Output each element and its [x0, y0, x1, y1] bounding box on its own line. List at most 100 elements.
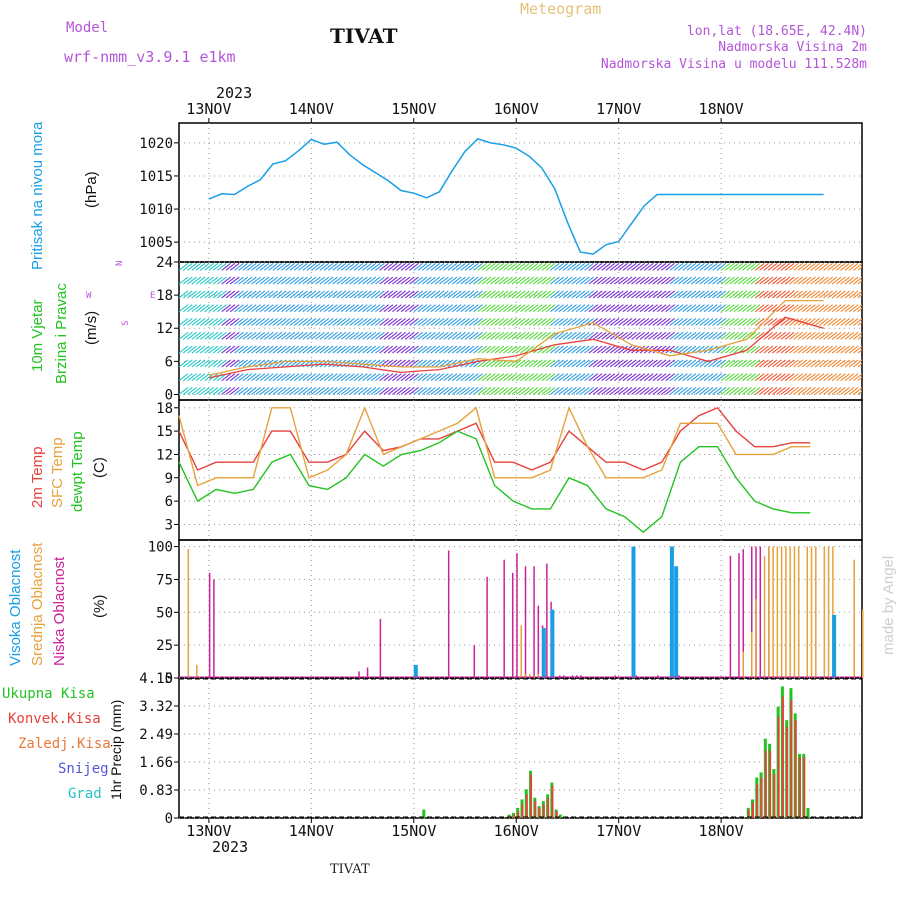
wind-barb — [200, 387, 210, 395]
wind-barb — [844, 304, 855, 313]
wind-barb — [357, 387, 368, 395]
wind-barb — [733, 359, 744, 368]
precip-bar-conv — [773, 774, 776, 818]
wind-barb — [191, 304, 202, 313]
wind-barb — [784, 262, 795, 271]
wind-barb — [379, 318, 389, 326]
wind-barb — [575, 262, 586, 271]
cloud-bar-mid — [537, 674, 540, 678]
wind-barb — [720, 345, 731, 354]
wind-barb — [801, 318, 812, 326]
wind-barb — [857, 362, 862, 368]
wind-barb — [793, 276, 804, 285]
cloud-bar-low — [533, 566, 535, 678]
wind-barb — [204, 345, 214, 354]
wind-barb — [831, 262, 842, 271]
wind-barb — [460, 276, 471, 285]
wind-barb — [379, 276, 389, 285]
wind-barb — [545, 262, 556, 271]
wind-barb — [686, 304, 697, 313]
wind-barb — [614, 373, 624, 382]
precip-bar-conv — [781, 696, 784, 818]
wind-barb — [195, 345, 206, 354]
wind-barb — [460, 262, 471, 271]
wind-barb — [319, 304, 330, 313]
wind-barb — [541, 262, 552, 271]
wind-barb — [460, 331, 471, 340]
wind-barb — [648, 318, 658, 326]
wind-barb — [426, 304, 436, 313]
wind-barb — [754, 331, 765, 340]
wind-barb — [665, 276, 675, 285]
wind-barb — [673, 262, 684, 271]
wind-barb — [550, 262, 560, 271]
wind-barb — [737, 262, 748, 271]
wind-barb — [639, 304, 650, 313]
wind-barb — [742, 387, 752, 395]
wind-barb — [353, 290, 364, 299]
wind-barb — [276, 331, 287, 340]
wind-barb — [763, 318, 774, 326]
wind-barb — [831, 345, 842, 354]
x-tick-label-bottom: 17NOV — [596, 822, 641, 840]
cloud-bar-high — [669, 546, 674, 678]
wind-barb — [836, 318, 846, 326]
y-tick-label: 1.66 — [139, 755, 173, 771]
wind-barb — [656, 262, 667, 271]
wind-barb — [665, 345, 675, 354]
wind-barb — [827, 373, 838, 382]
wind-barb — [550, 359, 560, 368]
wind-barb — [443, 373, 454, 382]
wind-barb — [400, 331, 411, 340]
wind-barb — [776, 373, 786, 382]
wind-barb — [656, 318, 667, 326]
wind-barb — [639, 331, 650, 340]
wind-barb — [626, 387, 637, 395]
wind-barb — [588, 387, 599, 395]
wind-barb — [460, 304, 471, 313]
wind-barb — [840, 276, 850, 285]
wind-barb — [246, 359, 257, 368]
wind-barb — [789, 345, 799, 354]
wind-barb — [503, 304, 513, 313]
wind-barb — [562, 262, 573, 271]
wind-barb — [528, 276, 539, 285]
wind-barb — [498, 331, 509, 340]
wind-barb — [797, 359, 808, 368]
wind-barb — [464, 345, 475, 354]
wind-barb — [195, 373, 206, 382]
wind-barb — [686, 387, 697, 395]
wind-barb — [836, 276, 846, 285]
wind-barb — [456, 373, 466, 382]
wind-barb — [451, 276, 462, 285]
wind-barb — [238, 331, 249, 340]
wind-barb — [490, 318, 500, 326]
wind-barb — [366, 304, 377, 313]
wind-barb — [306, 331, 317, 340]
wind-barb — [579, 318, 590, 326]
wind-barb — [212, 304, 223, 313]
wind-barb — [387, 373, 398, 382]
wind-barb — [289, 318, 300, 326]
precip-bar-conv — [521, 804, 524, 818]
wind-barb — [571, 276, 582, 285]
wind-barb — [310, 290, 321, 299]
wind-barb — [780, 331, 791, 340]
wind-barb — [682, 359, 693, 368]
wind-barb — [729, 373, 740, 382]
wind-barb — [605, 387, 616, 395]
wind-barb — [182, 387, 193, 395]
wind-barb — [460, 387, 471, 395]
wind-barb — [515, 318, 526, 326]
wind-barb — [238, 276, 249, 285]
wind-barb — [421, 304, 432, 313]
wind-barb — [793, 290, 804, 299]
wind-barb — [793, 387, 804, 395]
wind-barb — [652, 387, 663, 395]
wind-barb — [609, 304, 620, 313]
wind-barb — [550, 290, 560, 299]
wind-barb — [823, 276, 833, 285]
wind-barb — [217, 304, 227, 313]
wind-barb — [575, 359, 586, 368]
cloud-bar-mid — [797, 546, 800, 678]
